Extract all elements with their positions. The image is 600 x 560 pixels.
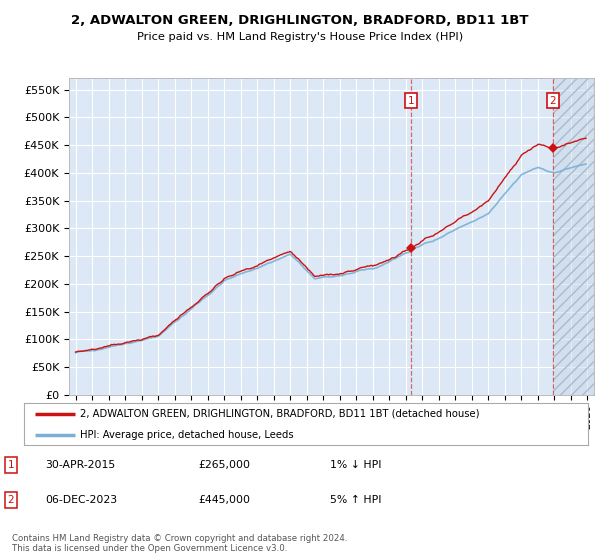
Text: HPI: Average price, detached house, Leeds: HPI: Average price, detached house, Leed… xyxy=(80,430,294,440)
Bar xyxy=(553,78,594,395)
Text: 2: 2 xyxy=(550,96,556,106)
Text: Contains HM Land Registry data © Crown copyright and database right 2024.
This d: Contains HM Land Registry data © Crown c… xyxy=(12,534,347,553)
Text: 06-DEC-2023: 06-DEC-2023 xyxy=(45,495,117,505)
Text: 1: 1 xyxy=(408,96,415,106)
Text: 2: 2 xyxy=(7,495,14,505)
Text: 1% ↓ HPI: 1% ↓ HPI xyxy=(330,460,382,470)
Text: 2, ADWALTON GREEN, DRIGHLINGTON, BRADFORD, BD11 1BT: 2, ADWALTON GREEN, DRIGHLINGTON, BRADFOR… xyxy=(71,14,529,27)
Text: 1: 1 xyxy=(7,460,14,470)
Text: £445,000: £445,000 xyxy=(198,495,250,505)
Text: Price paid vs. HM Land Registry's House Price Index (HPI): Price paid vs. HM Land Registry's House … xyxy=(137,32,463,42)
Text: 5% ↑ HPI: 5% ↑ HPI xyxy=(330,495,382,505)
Text: £265,000: £265,000 xyxy=(198,460,250,470)
Bar xyxy=(553,78,594,395)
Text: 30-APR-2015: 30-APR-2015 xyxy=(45,460,115,470)
Text: 2, ADWALTON GREEN, DRIGHLINGTON, BRADFORD, BD11 1BT (detached house): 2, ADWALTON GREEN, DRIGHLINGTON, BRADFOR… xyxy=(80,409,480,419)
